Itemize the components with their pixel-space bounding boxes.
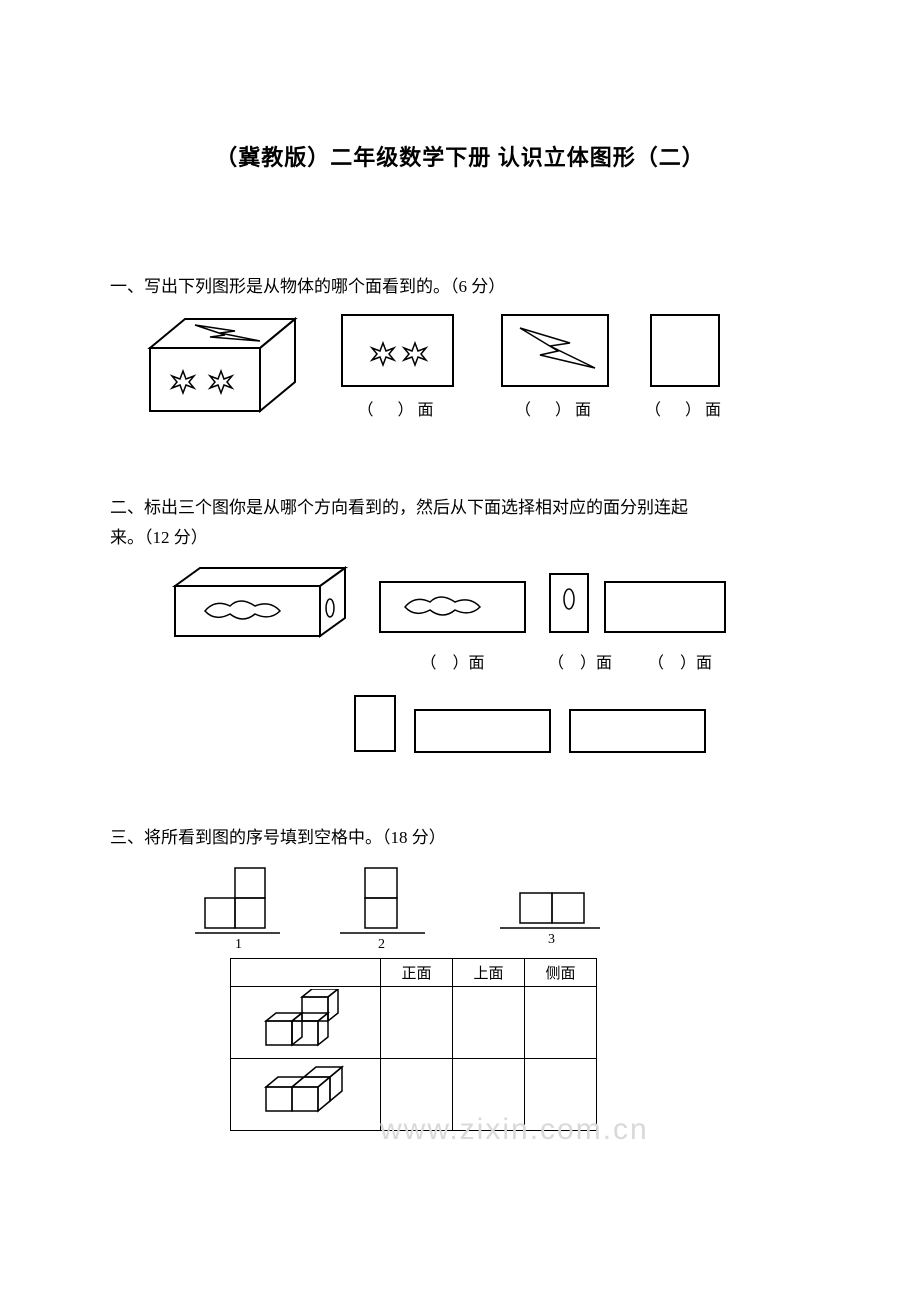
q3-cell-2-front[interactable] — [381, 1059, 453, 1131]
q3-cell-1-top[interactable] — [453, 987, 525, 1059]
q3-options-icon: 1 2 3 — [190, 863, 650, 953]
q1-heading: 一、写出下列图形是从物体的哪个面看到的。（6 分） — [110, 272, 810, 303]
q1-cuboid-icon — [140, 313, 300, 423]
q1-front-view-icon — [340, 313, 455, 388]
q3-th-front: 正面 — [381, 959, 453, 987]
q3-th-side: 侧面 — [525, 959, 597, 987]
q2-row1-icon — [170, 564, 730, 644]
q3-opt2-label: 2 — [378, 937, 385, 952]
q1-blank-1: （ ）面 — [357, 396, 437, 420]
q2-heading-line2: 来。（12 分） — [110, 523, 810, 554]
q3-cell-2-top[interactable] — [453, 1059, 525, 1131]
q3-shape2-icon — [251, 1065, 361, 1120]
q3-heading: 三、将所看到图的序号填到空格中。（18 分） — [110, 823, 810, 854]
page-title: （冀教版）二年级数学下册 认识立体图形（二） — [110, 140, 810, 172]
q3-th-top: 上面 — [453, 959, 525, 987]
q1-figures: （ ）面 （ ）面 （ ）面 — [140, 313, 810, 423]
q3-opt1-label: 1 — [235, 937, 242, 952]
q3-opt3-label: 3 — [548, 932, 555, 947]
q3-cell-1-front[interactable] — [381, 987, 453, 1059]
q1-blank-2: （ ）面 — [515, 396, 595, 420]
q2-blank-2: （ ）面 — [545, 649, 615, 673]
q3-table: 正面 上面 侧面 — [230, 958, 597, 1131]
q2-blank-1: （ ）面 — [380, 649, 525, 673]
q3-shape1-icon — [251, 989, 361, 1051]
q1-top-view-icon — [500, 313, 610, 388]
q3-cell-2-side[interactable] — [525, 1059, 597, 1131]
q3-cell-1-side[interactable] — [525, 987, 597, 1059]
q1-blank-3: （ ）面 — [645, 396, 725, 420]
q2-blank-3: （ ）面 — [620, 649, 740, 673]
q2-row2-icon — [170, 688, 730, 758]
q1-side-view-icon — [649, 313, 721, 388]
q2-heading-line1: 二、标出三个图你是从哪个方向看到的，然后从下面选择相对应的面分别连起 — [110, 493, 810, 524]
